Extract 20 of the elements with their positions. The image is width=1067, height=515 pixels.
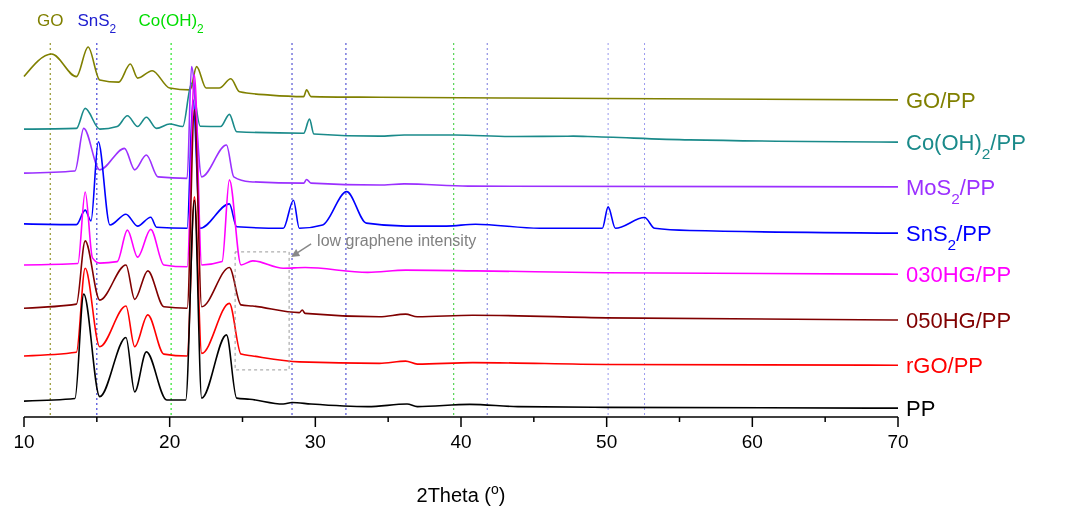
- x-axis-title: 2Theta ($^{o}$): [416, 481, 506, 506]
- x-tick-label: 30: [304, 431, 326, 452]
- x-tick-label: 40: [450, 431, 472, 452]
- ref-line-label: Co(OH)$_{2}$: [138, 11, 205, 36]
- series-label: MoS$_{2}$/PP: [906, 174, 996, 207]
- series-label: 030HG/PP: [906, 262, 1012, 288]
- x-tick-label: 20: [159, 431, 181, 452]
- annotation: low graphene intensity: [317, 231, 477, 249]
- series-label: 050HG/PP: [906, 308, 1012, 334]
- series-label: rGO/PP: [906, 353, 984, 379]
- x-tick-label: 10: [13, 431, 35, 452]
- x-tick-label: 60: [741, 431, 763, 452]
- ref-line-label: GO: [36, 11, 64, 30]
- x-tick-label: 50: [596, 431, 618, 452]
- ref-line-label: SnS$_{2}$: [77, 11, 117, 36]
- series-label: PP: [906, 396, 936, 422]
- x-tick-label: 70: [887, 431, 909, 452]
- series-label: SnS$_{2}$/PP: [906, 221, 992, 253]
- series-label: Co(OH)$_{2}$/PP: [906, 130, 1026, 162]
- series-label: GO/PP: [906, 87, 976, 113]
